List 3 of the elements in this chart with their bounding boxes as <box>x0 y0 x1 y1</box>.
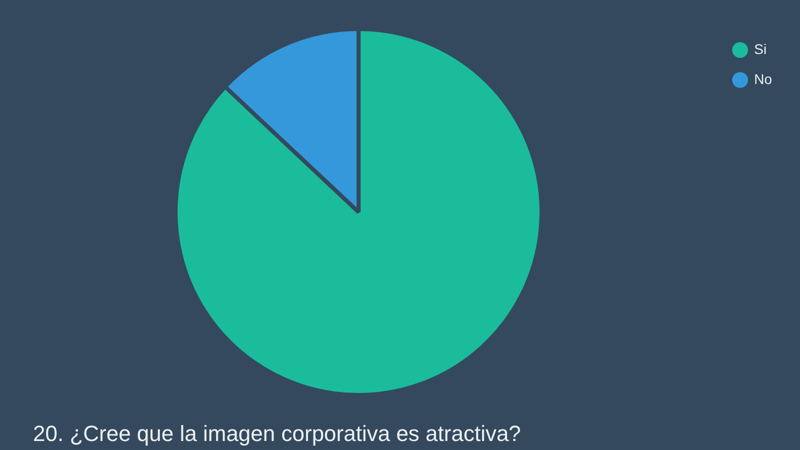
text: 20. ¿Cree que la imagen corporativa es atractiva? <box>33 421 521 446</box>
legend-label: No <box>754 70 772 87</box>
legend-label: Si <box>754 40 767 57</box>
